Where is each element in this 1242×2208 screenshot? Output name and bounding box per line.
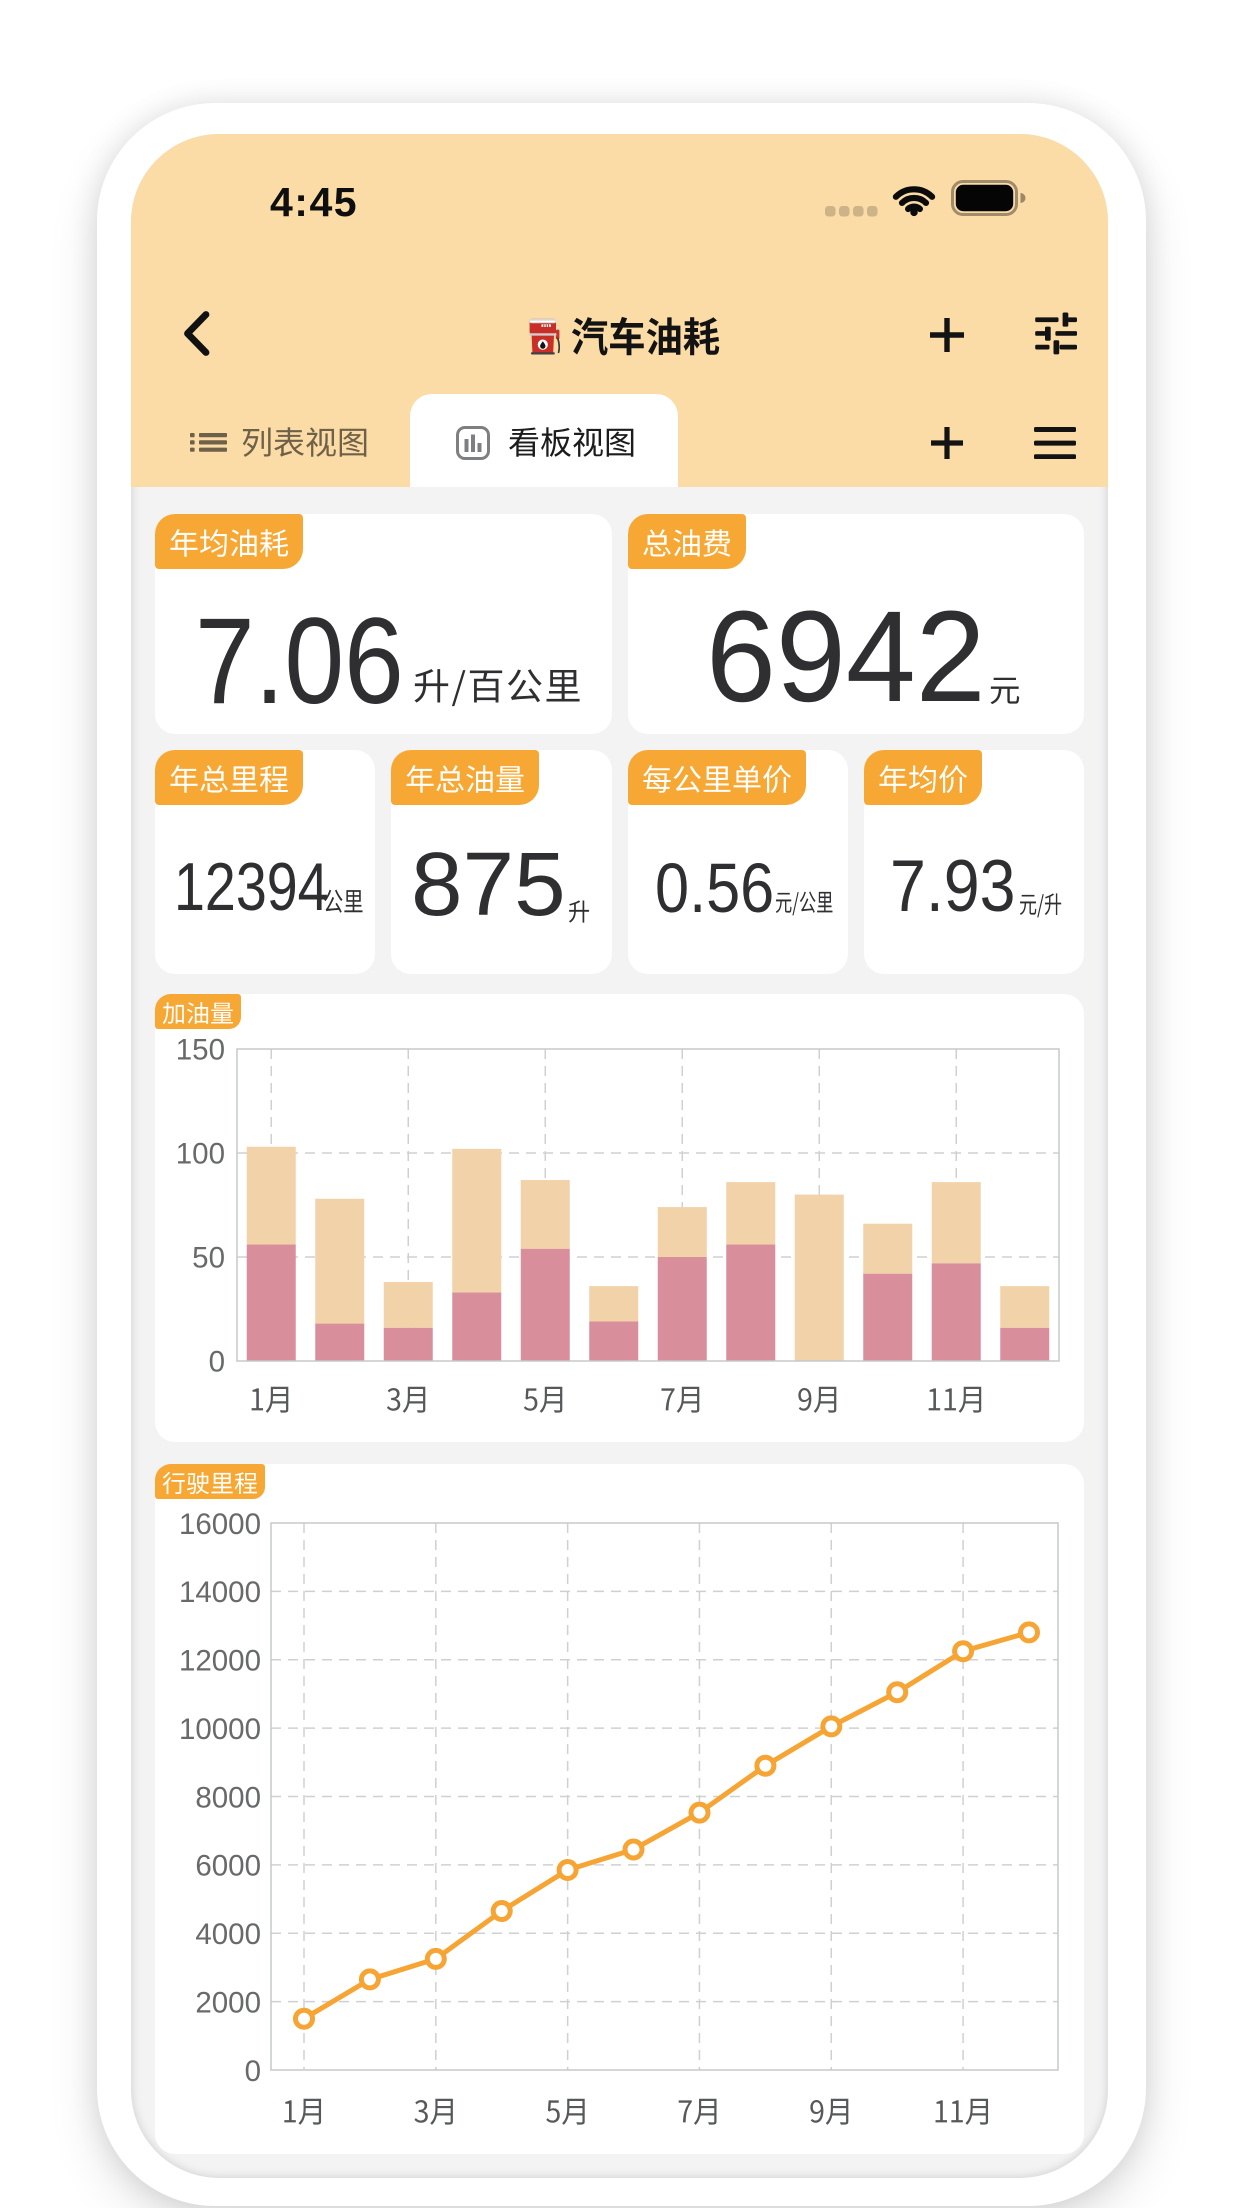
svg-text:10000: 10000 xyxy=(179,1713,261,1746)
svg-text:12000: 12000 xyxy=(179,1645,261,1678)
svg-text:0: 0 xyxy=(245,2055,261,2088)
svg-text:50: 50 xyxy=(192,1242,225,1275)
svg-text:100: 100 xyxy=(176,1138,225,1171)
svg-text:14000: 14000 xyxy=(179,1576,261,1609)
svg-text:16000: 16000 xyxy=(179,1508,261,1541)
svg-text:4000: 4000 xyxy=(195,1918,261,1951)
svg-text:0: 0 xyxy=(209,1346,225,1379)
svg-text:150: 150 xyxy=(176,1034,225,1067)
svg-text:6000: 6000 xyxy=(195,1850,261,1883)
svg-text:2000: 2000 xyxy=(195,1986,261,2019)
svg-text:8000: 8000 xyxy=(195,1781,261,1814)
